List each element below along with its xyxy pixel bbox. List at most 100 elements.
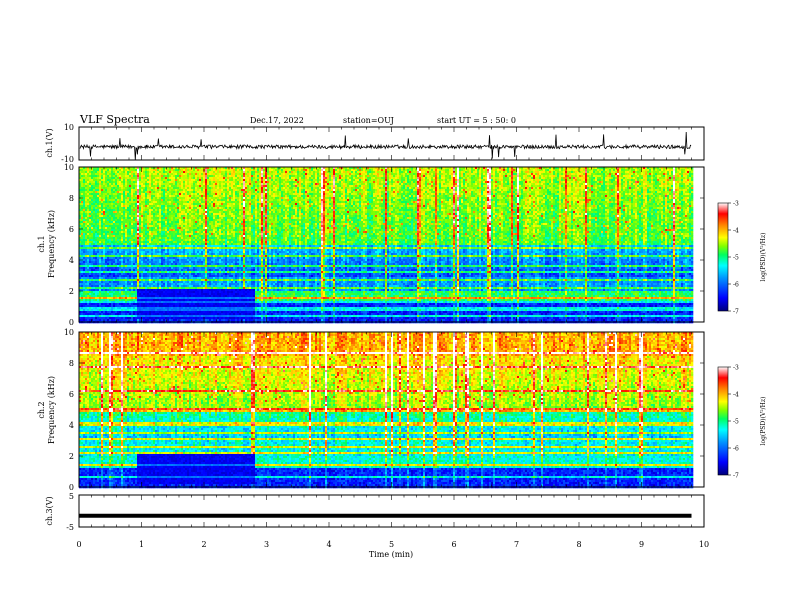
spectrogram-cell: [411, 175, 413, 177]
spectrogram-cell: [489, 171, 491, 173]
spectrogram-cell: [687, 169, 689, 171]
spectrogram-cell: [403, 171, 405, 173]
spectrogram-cell: [437, 173, 439, 175]
spectrogram-cell: [425, 173, 427, 175]
spectrogram-cell: [129, 175, 131, 177]
spectrogram-cell: [299, 173, 301, 175]
spectrogram-cell: [627, 175, 629, 177]
spectrogram-cell: [167, 173, 169, 175]
spectrogram-cell: [487, 175, 489, 177]
spectrogram-cell: [305, 173, 307, 175]
spectrogram-cell: [153, 173, 155, 175]
spectrogram-cell: [345, 169, 347, 171]
spectrogram-cell: [625, 175, 627, 177]
spectrogram-cell: [159, 173, 161, 175]
spectrogram-cell: [399, 173, 401, 175]
spectrogram-cell: [615, 171, 617, 173]
spectrogram-cell: [521, 173, 523, 175]
spectrogram-cell: [611, 171, 613, 173]
spectrogram-cell: [203, 173, 205, 175]
spectrogram-cell: [461, 169, 463, 171]
spectrogram-cell: [455, 175, 457, 177]
spectrogram-cell: [315, 171, 317, 173]
spectrogram-cell: [163, 173, 165, 175]
spectrogram-cell: [251, 169, 253, 171]
spectrogram-cell: [639, 171, 641, 173]
spectrogram-cell: [367, 171, 369, 173]
spectrogram-cell: [543, 169, 545, 171]
spectrogram-cell: [407, 175, 409, 177]
spectrogram-cell: [635, 171, 637, 173]
spectrogram-cell: [479, 173, 481, 175]
spectrogram-cell: [639, 175, 641, 177]
spectrogram-cell: [85, 175, 87, 177]
spectrogram-cell: [431, 169, 433, 171]
spectrogram-cell: [299, 175, 301, 177]
spectrogram-cell: [467, 173, 469, 175]
spectrogram-cell: [393, 169, 395, 171]
spectrogram-cell: [347, 173, 349, 175]
spectrogram-cell: [473, 175, 475, 177]
spectrogram-cell: [685, 169, 687, 171]
spectrogram-cell: [145, 173, 147, 175]
spectrogram-cell: [573, 173, 575, 175]
spectrogram-cell: [337, 171, 339, 173]
spectrogram-cell: [613, 171, 615, 173]
spectrogram-cell: [579, 173, 581, 175]
spectrogram-cell: [263, 169, 265, 171]
spectrogram-cell: [155, 171, 157, 173]
spectrogram-cell: [225, 175, 227, 177]
spectrogram-cell: [173, 169, 175, 171]
spectrogram-cell: [473, 171, 475, 173]
spectrogram-cell: [305, 175, 307, 177]
spectrogram-cell: [383, 171, 385, 173]
spectrogram-cell: [677, 175, 679, 177]
spectrogram-cell: [655, 169, 657, 171]
spectrogram-cell: [115, 171, 117, 173]
spectrogram-cell: [651, 173, 653, 175]
spectrogram-cell: [563, 171, 565, 173]
spectrogram-cell: [455, 173, 457, 175]
spectrogram-cell: [227, 173, 229, 175]
spectrogram-cell: [341, 173, 343, 175]
spectrogram-cell: [561, 175, 563, 177]
spectrogram-cell: [655, 173, 657, 175]
spectrogram-cell: [261, 169, 263, 171]
spectrogram-cell: [525, 173, 527, 175]
spectrogram-cell: [119, 169, 121, 171]
spectrogram-cell: [195, 175, 197, 177]
spectrogram-cell: [553, 171, 555, 173]
spectrogram-cell: [83, 175, 85, 177]
spectrogram-cell: [567, 171, 569, 173]
spectrogram-cell: [125, 169, 127, 171]
spectrogram-cell: [309, 171, 311, 173]
spectrogram-cell: [293, 169, 295, 171]
spectrogram-cell: [221, 169, 223, 171]
spectrogram-cell: [167, 175, 169, 177]
spectrogram-cell: [377, 173, 379, 175]
spectrogram-cell: [555, 171, 557, 173]
spectrogram-cell: [115, 175, 117, 177]
spectrogram-cell: [435, 171, 437, 173]
spectrogram-cell: [689, 171, 691, 173]
spectrogram-cell: [515, 171, 517, 173]
spectrogram-cell: [309, 173, 311, 175]
spectrogram-cell: [239, 173, 241, 175]
spectrogram-cell: [199, 173, 201, 175]
spectrogram-cell: [571, 171, 573, 173]
spectrogram-cell: [295, 173, 297, 175]
spectrogram-cell: [597, 171, 599, 173]
spectrogram-cell: [587, 171, 589, 173]
spectrogram-cell: [301, 169, 303, 171]
spectrogram-cell: [389, 169, 391, 171]
spectrogram-cell: [207, 171, 209, 173]
spectrogram-cell: [361, 169, 363, 171]
spectrogram-cell: [83, 169, 85, 171]
spectrogram-cell: [81, 173, 83, 175]
spectrogram-cell: [275, 169, 277, 171]
spectrogram-cell: [187, 171, 189, 173]
spectrogram-cell: [629, 169, 631, 171]
spectrogram-cell: [147, 171, 149, 173]
spectrogram-cell: [423, 173, 425, 175]
spectrogram-cell: [105, 175, 107, 177]
